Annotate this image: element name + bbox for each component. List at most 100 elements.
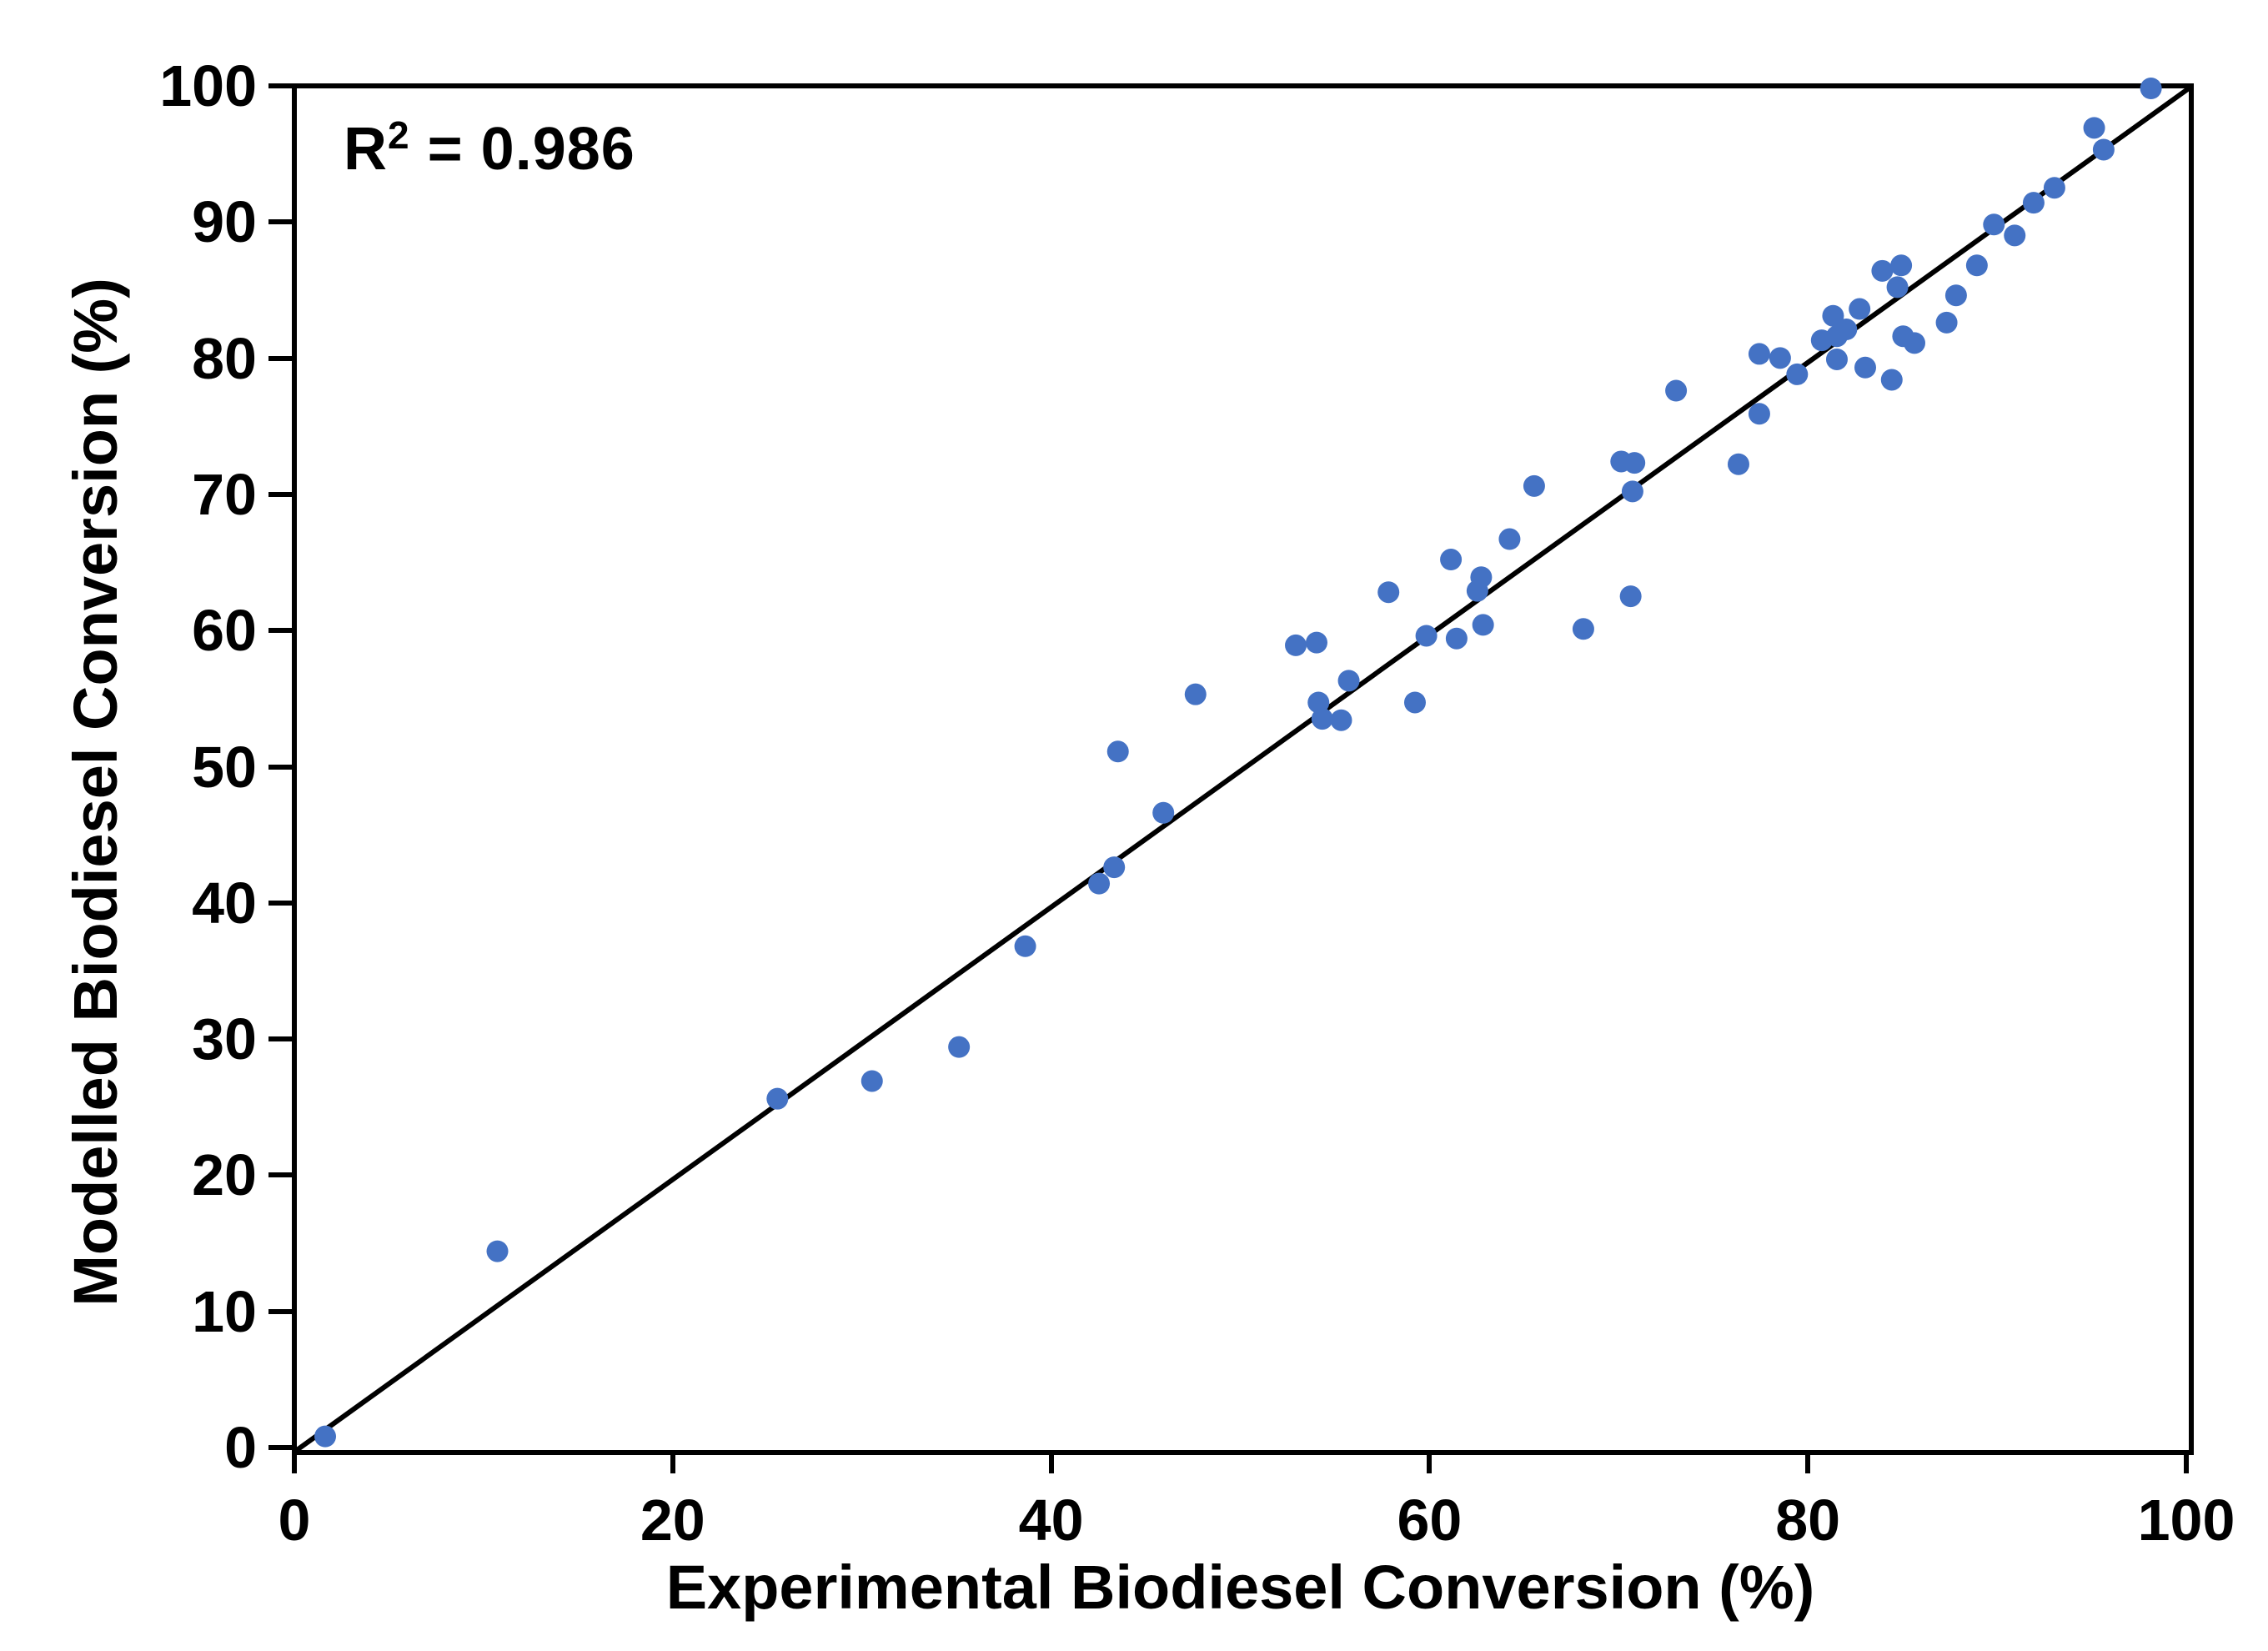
r2-rest: = 0.986: [409, 116, 635, 183]
y-axis-tick: [268, 1172, 292, 1178]
data-point: [2092, 138, 2115, 161]
data-point: [2140, 78, 2162, 99]
y-axis-tick: [268, 491, 292, 497]
x-axis-tick: [670, 1450, 675, 1473]
y-axis-tick: [268, 628, 292, 634]
data-point: [1572, 618, 1594, 640]
data-point: [1944, 284, 1967, 307]
data-point: [1748, 403, 1770, 425]
y-tick-label: 100: [159, 53, 257, 118]
y-axis-tick: [268, 83, 292, 88]
r2-annotation: R2 = 0.986: [344, 115, 635, 183]
data-point: [1890, 254, 1913, 277]
data-point: [1337, 670, 1360, 692]
y-tick-label: 50: [192, 734, 257, 800]
data-point: [1470, 566, 1493, 589]
plot-svg: [295, 78, 2190, 1453]
x-axis-tick: [2184, 1450, 2189, 1473]
data-point: [2083, 117, 2105, 139]
r2-superscript: 2: [388, 113, 410, 157]
data-point: [2022, 192, 2045, 214]
y-tick-label: 60: [192, 598, 257, 664]
data-point: [1871, 259, 1894, 282]
data-point: [1619, 585, 1642, 608]
y-axis-tick: [268, 355, 292, 361]
x-tick-label: 20: [640, 1488, 705, 1553]
y-tick-label: 70: [192, 461, 257, 527]
y-tick-label: 90: [192, 189, 257, 255]
x-axis-tick: [1805, 1450, 1811, 1473]
data-point: [1445, 627, 1468, 650]
data-point: [1983, 213, 2005, 236]
data-point: [1621, 480, 1643, 503]
data-point: [1854, 356, 1877, 379]
data-point: [1727, 453, 1749, 475]
data-point: [1403, 691, 1426, 714]
data-point: [1835, 319, 1858, 341]
y-axis-tick: [268, 900, 292, 906]
plot-area: [292, 78, 2194, 1455]
data-point: [1106, 740, 1129, 763]
data-point: [2004, 224, 2026, 247]
identity-line: [295, 86, 2190, 1453]
data-point: [1748, 343, 1770, 365]
data-point: [1377, 581, 1400, 604]
data-point: [1103, 856, 1126, 879]
data-point: [1311, 708, 1333, 730]
data-point: [1014, 935, 1036, 957]
data-point: [1440, 549, 1463, 571]
data-point: [948, 1036, 971, 1058]
r2-base: R: [344, 116, 388, 183]
data-point: [766, 1087, 789, 1110]
x-axis-title: Experimental Biodiesel Conversion (%): [665, 1553, 1815, 1622]
data-point: [1880, 369, 1903, 391]
y-tick-label: 40: [192, 870, 257, 936]
data-point: [1305, 631, 1327, 654]
data-point: [1330, 709, 1352, 731]
data-point: [1184, 683, 1207, 705]
data-point: [1822, 304, 1844, 327]
data-point: [1088, 872, 1111, 895]
y-axis-tick: [268, 219, 292, 225]
x-tick-label: 80: [1775, 1488, 1841, 1553]
data-point: [1769, 347, 1791, 369]
data-point: [1472, 614, 1494, 636]
data-point: [1523, 474, 1545, 497]
data-point: [486, 1240, 509, 1262]
data-point: [1307, 691, 1330, 714]
y-tick-label: 80: [192, 325, 257, 391]
y-axis-tick: [268, 1308, 292, 1314]
data-point: [1665, 379, 1688, 402]
data-point: [1849, 298, 1871, 320]
data-point: [1903, 332, 1925, 354]
data-point: [314, 1425, 337, 1448]
data-point: [1623, 452, 1646, 474]
y-axis-title: Modelled Biodiesel Conversion (%): [61, 278, 130, 1307]
y-axis-tick: [268, 1445, 292, 1450]
data-point: [1965, 254, 1988, 277]
x-axis-tick: [1427, 1450, 1433, 1473]
data-point: [1935, 311, 1958, 334]
y-tick-label: 0: [224, 1415, 257, 1480]
y-tick-label: 20: [192, 1142, 257, 1208]
data-point: [861, 1070, 883, 1092]
x-tick-label: 0: [278, 1488, 311, 1553]
data-point: [1152, 801, 1175, 824]
data-point: [1786, 363, 1809, 385]
data-point: [1825, 348, 1848, 370]
data-point: [1285, 634, 1307, 656]
y-axis-tick: [268, 1036, 292, 1042]
data-point: [1415, 625, 1438, 647]
data-point: [1886, 276, 1909, 299]
x-tick-label: 60: [1397, 1488, 1463, 1553]
x-tick-label: 40: [1018, 1488, 1084, 1553]
x-axis-tick: [292, 1450, 297, 1473]
y-axis-tick: [268, 764, 292, 770]
scatter-points: [314, 78, 2162, 1448]
data-point: [2043, 177, 2065, 199]
data-point: [1498, 528, 1521, 550]
y-tick-label: 30: [192, 1006, 257, 1072]
x-axis-tick: [1048, 1450, 1054, 1473]
y-tick-label: 10: [192, 1278, 257, 1344]
